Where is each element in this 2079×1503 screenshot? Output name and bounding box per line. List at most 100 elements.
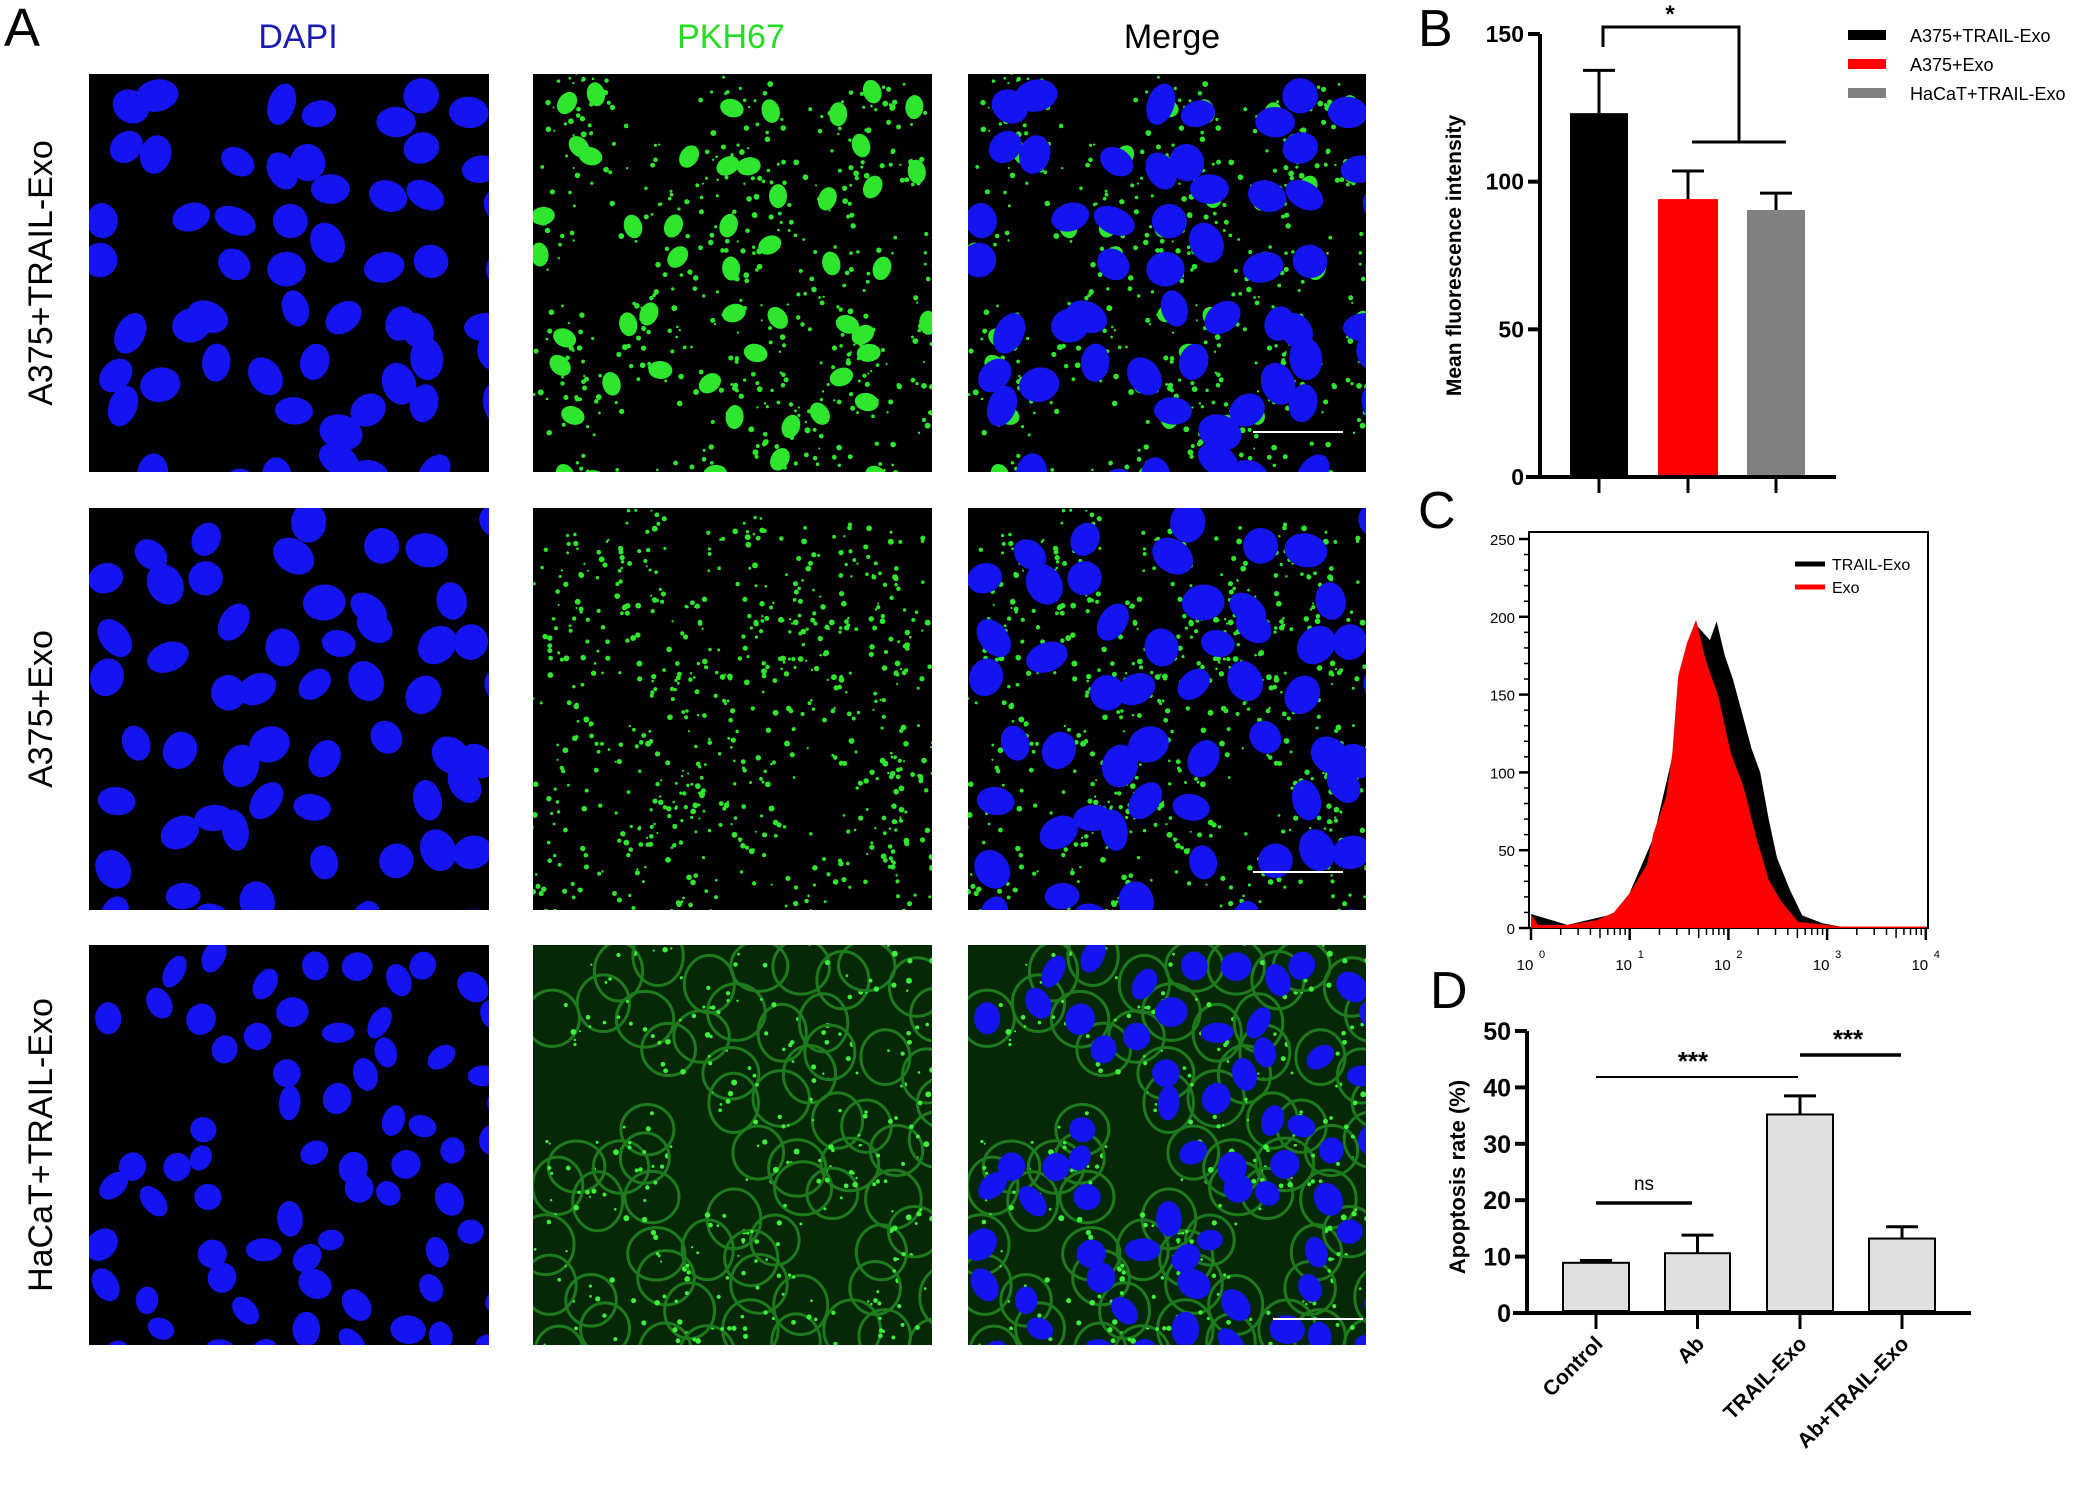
vesicle-dot xyxy=(1070,632,1076,638)
vesicle-dot xyxy=(702,294,706,298)
vesicle-dot xyxy=(1105,846,1109,849)
vesicle-dot xyxy=(871,574,877,580)
nucleus xyxy=(1181,951,1208,981)
vesicle-dot xyxy=(748,426,755,433)
vesicle-dot xyxy=(1051,351,1057,358)
vesicle-dot xyxy=(1108,484,1111,487)
nucleus xyxy=(201,945,227,973)
cell-outline xyxy=(533,1155,585,1216)
vesicle-dot xyxy=(1371,1293,1374,1296)
vesicle-dot xyxy=(1331,894,1335,899)
vesicle-dot xyxy=(872,1182,877,1187)
vesicle-dot xyxy=(1117,345,1122,350)
vesicle-dot xyxy=(819,595,822,598)
vesicle-dot xyxy=(1090,503,1096,509)
vesicle-dot xyxy=(839,1196,843,1200)
nucleus xyxy=(1265,964,1291,997)
vesicle-dot xyxy=(866,271,871,276)
vesicle-dot xyxy=(1313,571,1317,576)
vesicle-dot xyxy=(545,337,549,341)
vesicle-dot xyxy=(707,828,712,833)
vesicle-dot xyxy=(1085,608,1090,614)
vesicle-dot xyxy=(1185,1229,1189,1234)
vesicle-dot xyxy=(688,677,693,682)
vesicle-dot xyxy=(749,626,753,630)
vesicle-dot xyxy=(701,182,704,185)
vesicle-dot xyxy=(728,717,734,723)
vesicle-dot xyxy=(641,880,645,884)
vesicle-dot xyxy=(1150,670,1154,675)
cell-outline xyxy=(1049,989,1111,1049)
vesicle-dot xyxy=(1189,635,1194,639)
vesicle-dot xyxy=(547,648,553,654)
vesicle-dot xyxy=(956,668,961,673)
y-tick-label: 0 xyxy=(1511,464,1524,490)
vesicle-dot xyxy=(662,1294,667,1299)
vesicle-dot xyxy=(931,740,932,745)
vesicle-dot xyxy=(623,839,630,846)
vesicle-dot xyxy=(955,1233,960,1238)
vesicle-dot xyxy=(1392,1359,1396,1363)
nucleus xyxy=(109,130,143,164)
vesicle-dot xyxy=(751,500,757,506)
vesicle-dot xyxy=(1138,763,1142,766)
vesicle-dot xyxy=(906,901,913,907)
vesicle-dot xyxy=(863,544,869,550)
vesicle-dot xyxy=(1160,1276,1165,1280)
vesicle-cluster xyxy=(743,343,768,363)
vesicle-dot xyxy=(590,963,593,966)
vesicle-dot xyxy=(576,106,581,112)
vesicle-dot xyxy=(892,99,898,105)
vesicle-dot xyxy=(732,169,735,173)
vesicle-dot xyxy=(1257,1351,1263,1357)
nucleus xyxy=(993,313,1026,354)
vesicle-dot xyxy=(969,873,973,876)
vesicle-dot xyxy=(778,350,782,353)
vesicle-dot xyxy=(816,1178,822,1184)
vesicle-dot xyxy=(746,655,750,659)
vesicle-dot xyxy=(959,552,961,554)
vesicle-dot xyxy=(1110,900,1116,905)
vesicle-dot xyxy=(613,1207,617,1211)
vesicle-dot xyxy=(658,795,662,798)
vesicle-dot xyxy=(522,205,527,210)
nucleus xyxy=(374,1037,398,1068)
vesicle-dot xyxy=(701,788,706,793)
vesicle-dot xyxy=(748,566,752,570)
vesicle-dot xyxy=(1174,870,1179,874)
vesicle-dot xyxy=(693,389,700,395)
vesicle-dot xyxy=(1247,883,1251,887)
vesicle-dot xyxy=(706,985,711,991)
vesicle-dot xyxy=(1235,489,1237,491)
vesicle-dot xyxy=(552,484,554,486)
vesicle-dot xyxy=(1161,699,1165,703)
vesicle-dot xyxy=(665,856,671,863)
x-tick-label: 10 xyxy=(1911,957,1928,974)
nucleus xyxy=(480,1000,489,1029)
vesicle-dot xyxy=(882,831,887,836)
vesicle-dot xyxy=(1235,479,1238,482)
vesicle-dot xyxy=(547,924,550,927)
vesicle-dot xyxy=(1153,1108,1157,1113)
nucleus xyxy=(1014,1286,1038,1315)
vesicle-dot xyxy=(998,827,1003,833)
y-tick-label: 10 xyxy=(1483,1244,1511,1272)
nucleus xyxy=(1187,740,1220,778)
nucleus xyxy=(190,1117,217,1143)
nucleus xyxy=(997,1152,1026,1181)
vesicle-dot xyxy=(1377,1251,1379,1253)
vesicle-dot xyxy=(574,74,579,75)
vesicle-dot xyxy=(883,1179,888,1184)
vesicle-dot xyxy=(1365,746,1366,749)
vesicle-dot xyxy=(891,463,895,467)
vesicle-dot xyxy=(918,928,924,934)
vesicle-dot xyxy=(740,759,746,765)
vesicle-dot xyxy=(1112,1319,1118,1325)
vesicle-dot xyxy=(809,832,813,836)
vesicle-dot xyxy=(970,883,976,889)
vesicle-dot xyxy=(593,767,599,773)
vesicle-dot xyxy=(1186,251,1191,255)
vesicle-dot xyxy=(990,499,994,503)
vesicle-dot xyxy=(650,690,655,695)
